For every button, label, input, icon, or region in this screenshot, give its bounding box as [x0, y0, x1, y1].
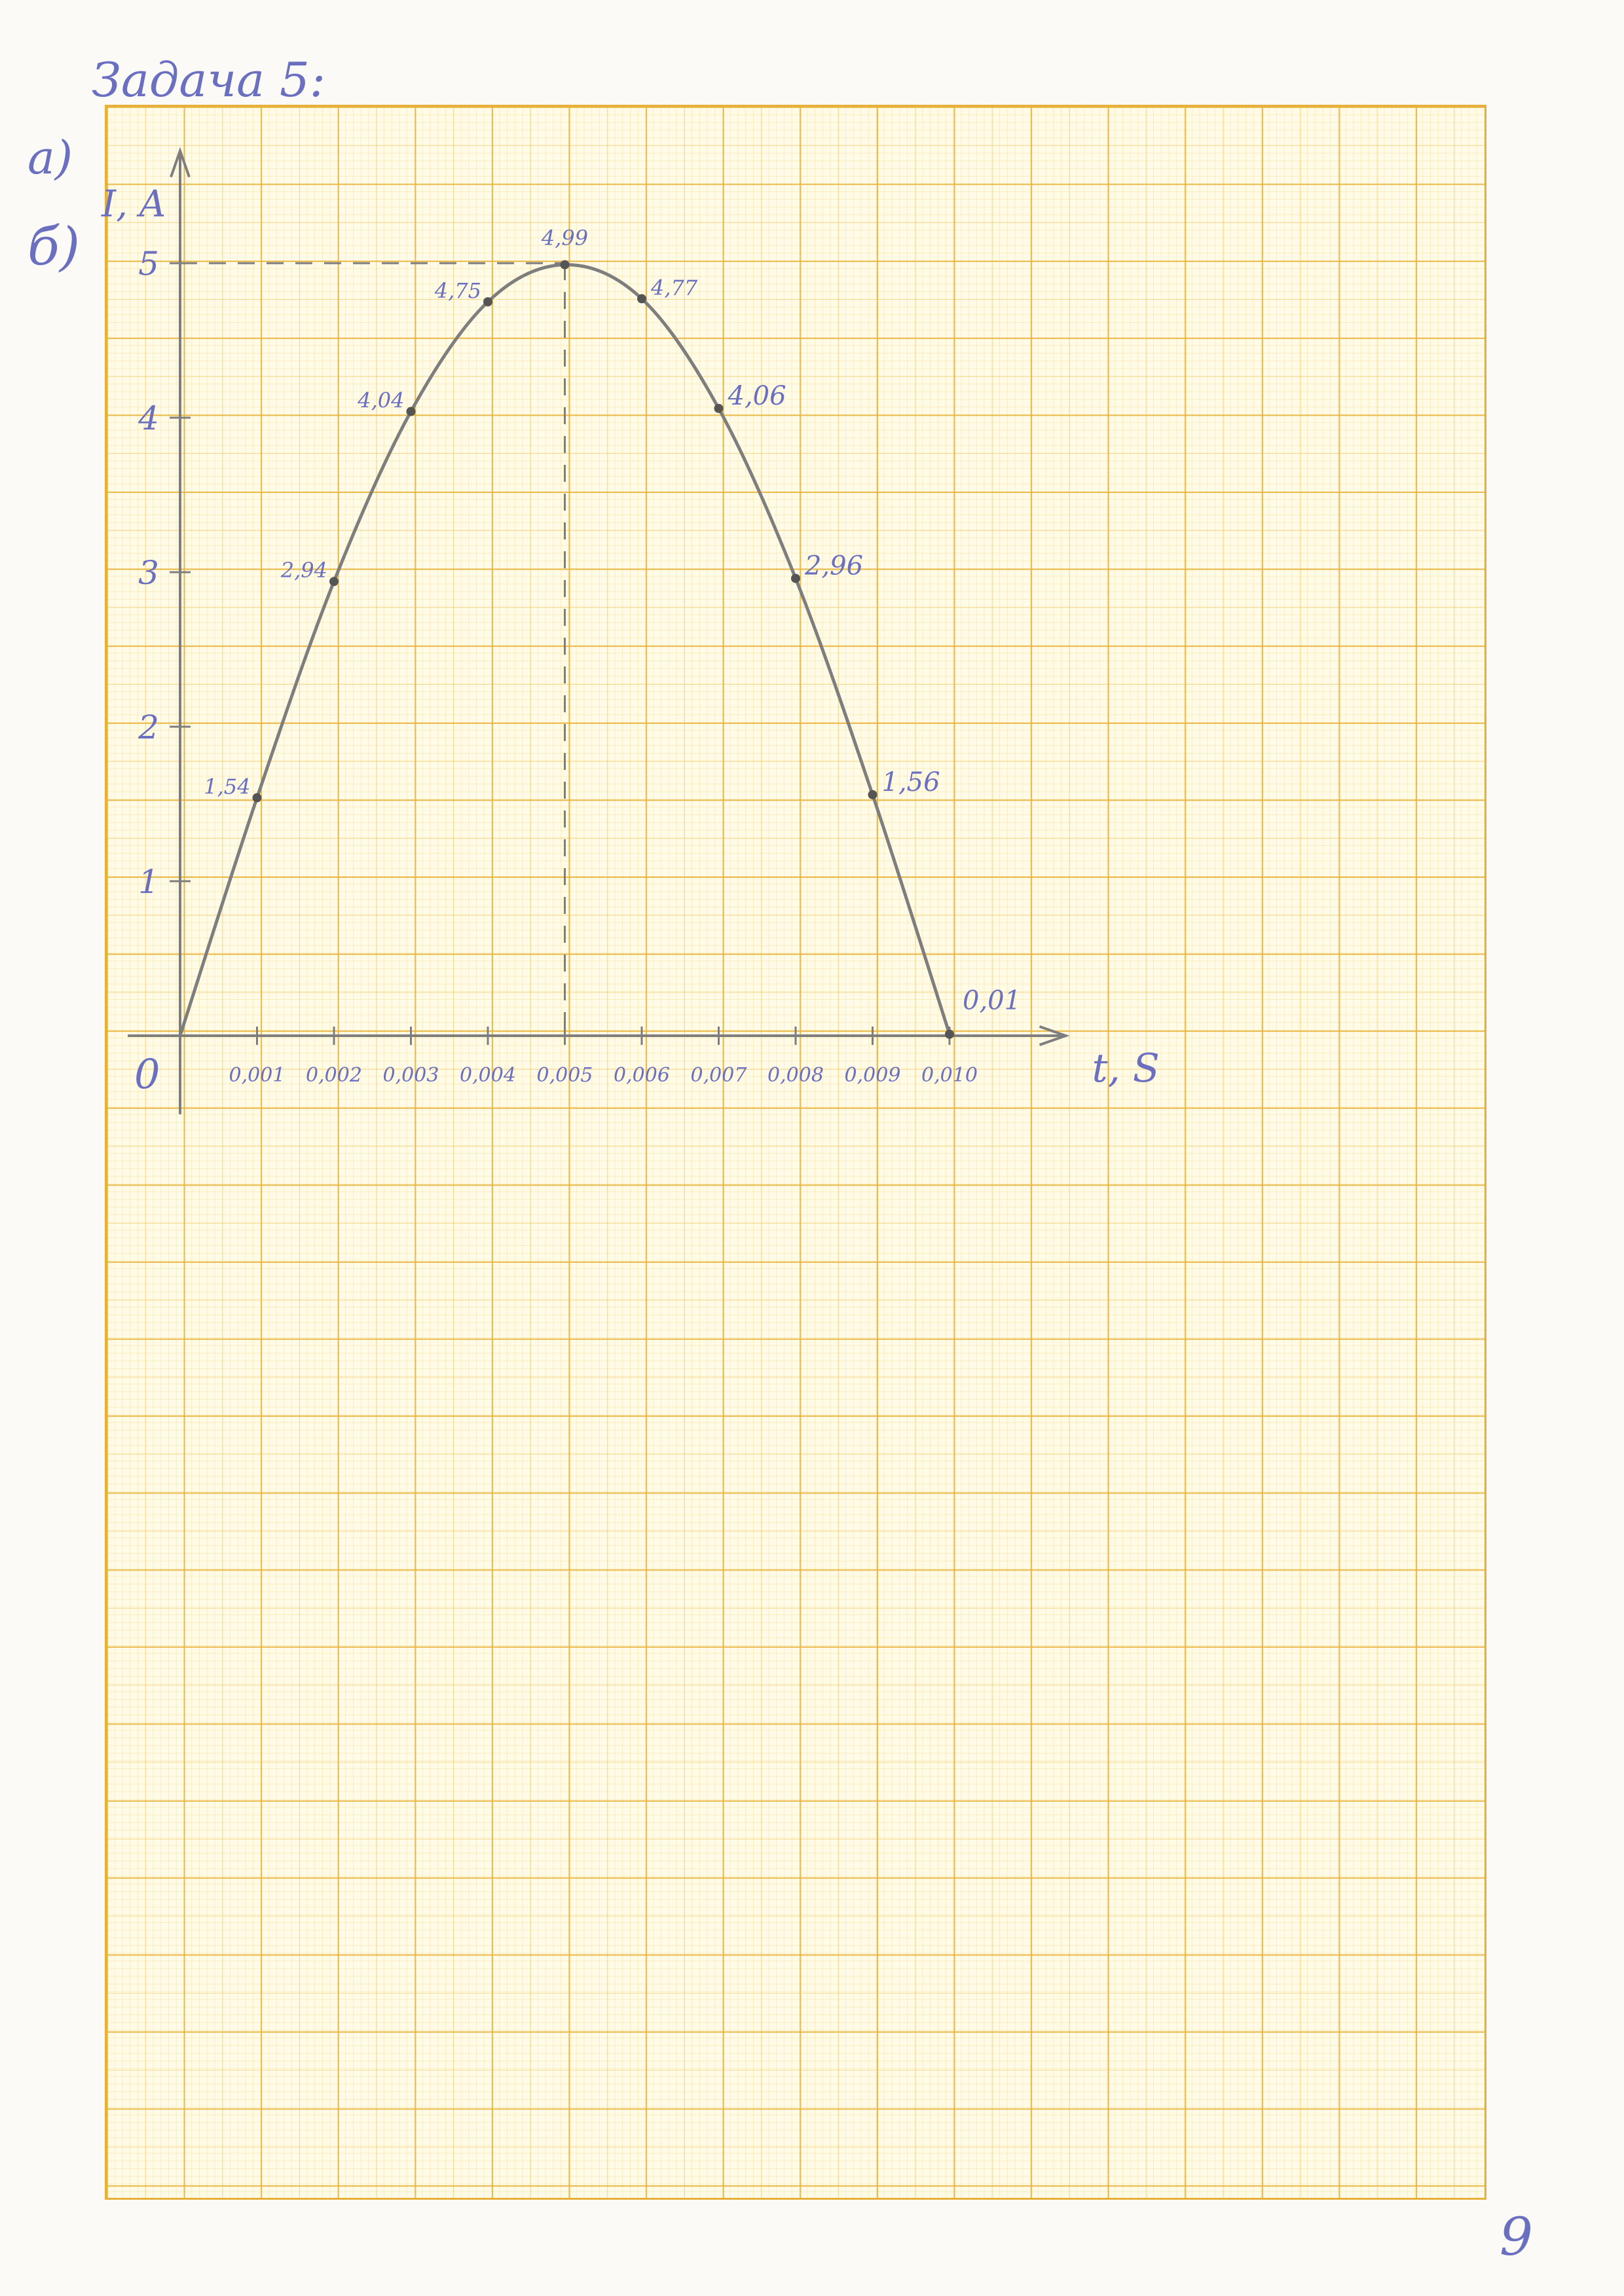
page-number: 9: [1500, 2206, 1533, 2267]
x-tick-label: 0,008: [767, 1064, 824, 1087]
x-axis-arrow: [1039, 1025, 1070, 1046]
data-points: [252, 260, 954, 1039]
data-point: [329, 577, 339, 587]
data-label: 0,01: [963, 986, 1021, 1016]
data-label: 4,06: [728, 381, 786, 411]
y-tick-label: 4: [138, 399, 159, 437]
data-point: [791, 574, 800, 583]
y-tick-label: 5: [138, 245, 159, 283]
data-point: [637, 294, 646, 304]
graph-paper: [105, 105, 1486, 2200]
data-point: [406, 407, 416, 416]
x-tick-label: 0,010: [921, 1064, 978, 1087]
data-point: [252, 793, 262, 803]
data-label: 1,54: [204, 774, 250, 799]
x-tick-label: 0,009: [845, 1064, 901, 1087]
data-label: 2,96: [804, 551, 863, 581]
x-tick-label: 0,007: [691, 1064, 748, 1087]
y-axis-arrow: [170, 147, 191, 178]
x-tick-label: 0,001: [229, 1064, 286, 1087]
data-label: 4,04: [357, 388, 404, 413]
part-a-label: а): [28, 131, 73, 185]
data-labels: 1,54 2,94 4,04 4,75 4,99 4,77 4,06 2,96 1,56 0,01: [204, 225, 1021, 1015]
data-point: [945, 1029, 954, 1039]
page-title: Задача 5:: [92, 52, 326, 107]
guide-lines: [180, 262, 566, 1036]
data-label: 4,75: [434, 278, 481, 303]
data-label: 1,56: [882, 767, 940, 797]
y-tick-label: 2: [138, 708, 159, 746]
data-label: 4,77: [650, 275, 698, 300]
tick-marks: [170, 262, 951, 1045]
x-tick-label: 0,003: [383, 1064, 439, 1087]
origin-label: 0: [134, 1050, 160, 1098]
x-tick-label: 0,006: [614, 1064, 670, 1087]
data-label: 2,94: [280, 558, 327, 583]
data-label: 4,99: [541, 225, 588, 250]
data-point: [714, 403, 724, 413]
y-tick-label: 1: [138, 863, 159, 901]
x-tick-label: 0,005: [537, 1064, 593, 1087]
y-tick-label: 3: [138, 554, 159, 592]
x-tick-label: 0,002: [306, 1064, 362, 1087]
x-tick-label: 0,004: [460, 1064, 516, 1087]
data-point: [560, 260, 570, 270]
tick-labels: 0,001 0,002 0,003 0,004 0,005 0,006 0,007 0,008…: [138, 245, 978, 1087]
data-point: [868, 790, 877, 799]
part-b-label: б): [28, 216, 81, 277]
x-axis-label: t, S: [1092, 1046, 1160, 1091]
y-axis-label: I, A: [101, 183, 166, 225]
data-point: [483, 297, 492, 306]
axes: [128, 147, 1070, 1114]
